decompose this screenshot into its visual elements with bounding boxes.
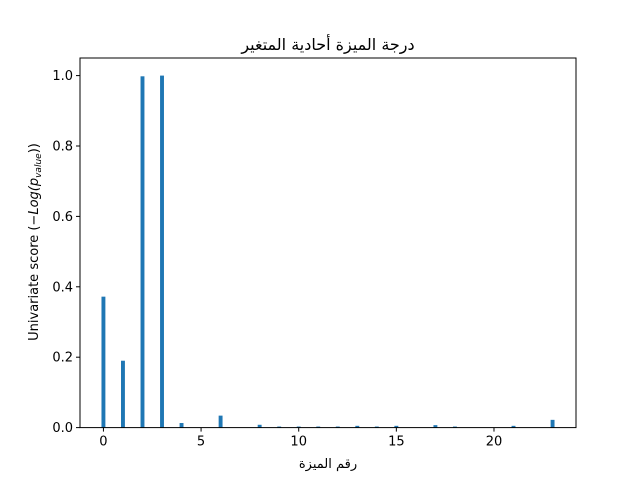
x-axis-label: رقم الميزة — [299, 457, 357, 472]
bar-feature-3 — [160, 75, 164, 428]
x-tick-label: 0 — [99, 435, 107, 450]
bar-feature-1 — [121, 360, 125, 428]
bar-series — [101, 75, 555, 428]
plot-frame — [79, 57, 577, 429]
bar-feature-13 — [355, 425, 360, 428]
y-tick-label: 0.6 — [52, 210, 73, 225]
bar-feature-14 — [374, 426, 379, 428]
bar-feature-0 — [101, 296, 106, 428]
x-tick-label: 20 — [486, 435, 503, 450]
bar-feature-6 — [218, 415, 223, 428]
bar-feature-12 — [335, 426, 340, 428]
y-tick-label: 0.8 — [52, 140, 73, 155]
chart-title: درجة الميزة أحادية المتغير — [240, 34, 414, 55]
bar-feature-21 — [511, 425, 516, 428]
y-tick-label: 1.0 — [52, 69, 73, 84]
bar-feature-17 — [433, 425, 438, 428]
x-tick-label: 15 — [388, 435, 405, 450]
x-tick-label: 5 — [197, 435, 205, 450]
bar-feature-9 — [277, 426, 282, 428]
y-tick-label: 0.0 — [52, 421, 73, 436]
x-tick-label: 10 — [290, 435, 307, 450]
y-tick-label: 0.4 — [52, 280, 73, 295]
bar-feature-8 — [257, 424, 262, 428]
y-axis-label-subscript: value — [34, 153, 44, 178]
y-axis-label-prefix: Univariate score ( — [27, 226, 42, 341]
bar-feature-23 — [550, 419, 555, 428]
y-tick-label: 0.2 — [52, 351, 73, 366]
y-axis-label-suffix: )) — [27, 143, 42, 153]
bar-feature-4 — [179, 423, 184, 428]
bar-feature-18 — [452, 426, 457, 428]
y-axis-label: Univariate score (−Log(pvalue)) — [27, 143, 44, 341]
bar-feature-10 — [296, 426, 301, 428]
y-axis-label-math: −Log(p — [27, 178, 42, 226]
y-axis-ticks: 0.0 0.2 0.4 0.6 0.8 1.0 — [52, 69, 80, 436]
bar-feature-15 — [394, 425, 399, 428]
bar-feature-2 — [140, 76, 145, 428]
x-axis-ticks: 0 5 10 15 20 — [99, 427, 503, 450]
bar-feature-11 — [316, 426, 321, 428]
